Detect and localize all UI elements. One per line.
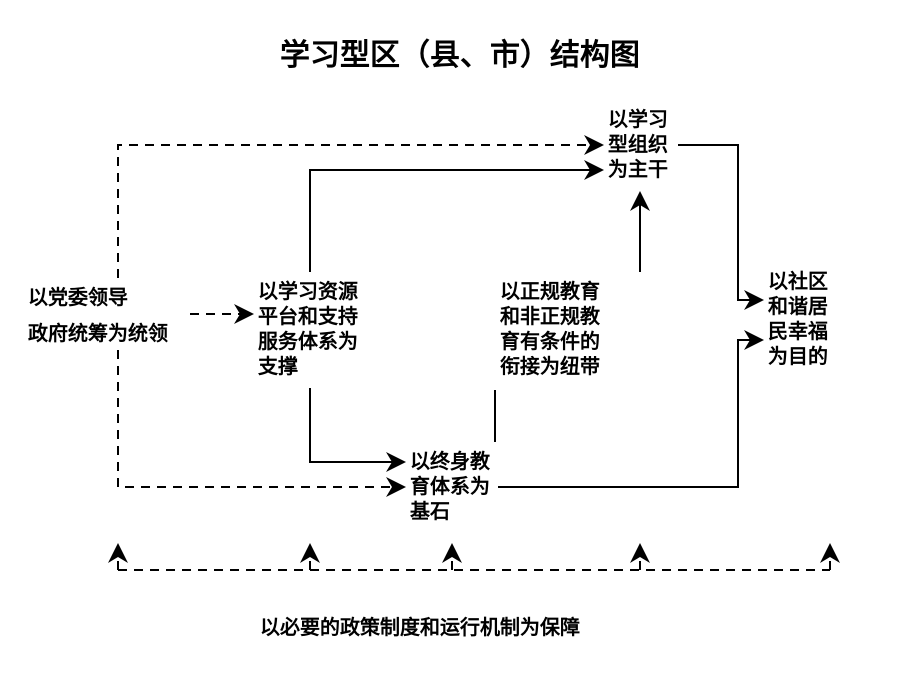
diagram-canvas: 学习型区（县、市）结构图 以党委领导 政府统筹为统领 以学习资源 平台和支持 服… — [0, 0, 920, 690]
edge-left-to-lifelong — [118, 350, 402, 487]
edge-org-to-goal — [678, 145, 760, 300]
diagram-edges — [0, 0, 920, 690]
edge-resource-to-lifelong — [310, 388, 402, 462]
edge-resource-to-org — [310, 170, 600, 272]
edge-left-to-org — [118, 145, 600, 278]
edge-lifelong-to-goal — [498, 340, 760, 487]
